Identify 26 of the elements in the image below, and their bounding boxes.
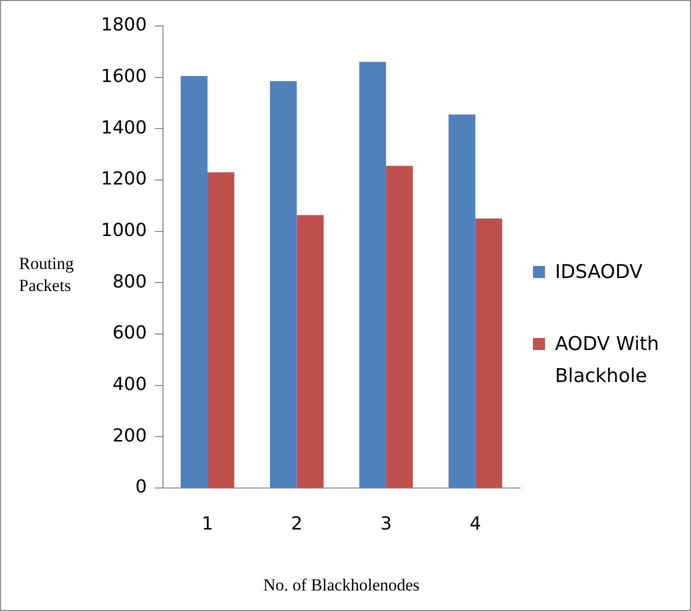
bar xyxy=(448,114,476,488)
y-tick-label: 600 xyxy=(112,322,147,344)
y-tick-label: 800 xyxy=(112,271,147,292)
bar xyxy=(386,166,413,488)
y-tick-label: 1000 xyxy=(100,220,147,242)
bar xyxy=(180,76,208,488)
y-tick-label: 1600 xyxy=(100,66,147,88)
y-tick-label: 400 xyxy=(112,374,147,396)
x-axis-title: No. of Blackholenodes xyxy=(263,575,420,594)
bar xyxy=(296,215,324,488)
bar xyxy=(207,172,234,488)
x-tick-label: 1 xyxy=(202,513,214,534)
x-tick-label: 4 xyxy=(470,513,482,534)
y-axis-title: Routing Packets xyxy=(19,253,75,297)
x-tick-label: 3 xyxy=(380,513,392,534)
bar xyxy=(270,81,297,488)
y-tick-label: 1400 xyxy=(100,117,147,138)
bar xyxy=(475,218,502,488)
y-tick-label: 1200 xyxy=(100,168,147,190)
legend-label: AODV With Blackhole xyxy=(555,332,660,389)
bar xyxy=(359,62,386,488)
y-tick-label: 1800 xyxy=(100,14,147,36)
y-tick-label: 0 xyxy=(135,476,147,498)
y-tick-label: 200 xyxy=(112,425,147,446)
x-tick-label: 2 xyxy=(291,513,302,534)
legend-label: IDSAODV xyxy=(555,260,643,285)
